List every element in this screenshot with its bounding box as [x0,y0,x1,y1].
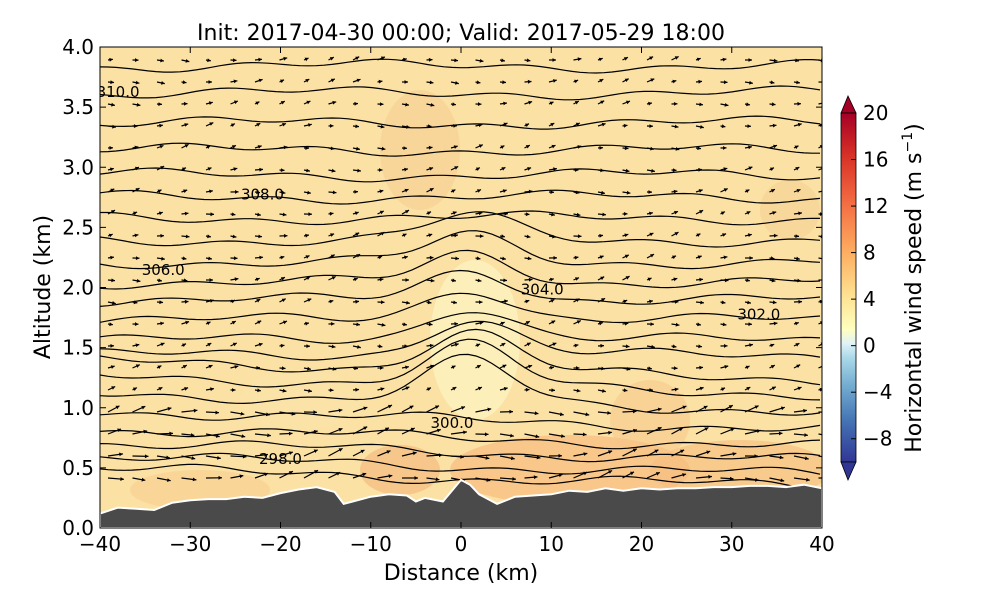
shading-region [240,370,360,430]
colorbar-tick-label: −8 [863,427,892,451]
wind-vector-head [823,278,827,282]
wind-vector-head [828,476,832,480]
wind-vector-head [823,101,827,105]
x-tick-label: 30 [719,532,744,556]
x-tick-label: −10 [350,532,392,556]
y-tick-label: 2.5 [62,215,94,239]
colorbar-extend-max [841,96,856,113]
wind-vector-head [822,80,826,84]
y-tick-label: 3.0 [62,155,94,179]
colorbar-tick-label: 4 [863,287,876,311]
y-axis-label: Altitude (km) [31,215,56,359]
y-tick-label: 4.0 [62,35,94,59]
colorbar-ticks: −8 −4 0 4 8 12 16 20 [851,101,892,451]
colorbar: −8 −4 0 4 8 12 16 20 Horizontal wind speed (m s… [841,96,927,480]
x-tick-label: −20 [259,532,301,556]
plot-area: 310.0 308.0 306.0 304.0 302.0 300.0 298.0 [97,47,835,528]
isentrope-label: 304.0 [521,280,564,298]
wind-vector-head [829,434,833,438]
colorbar-tick-label: −4 [863,380,892,404]
shading-region [760,180,820,240]
x-tick-label: 40 [809,532,834,556]
isentrope-label: 306.0 [142,261,185,279]
shading-region [380,90,460,210]
isentrope-label: 300.0 [430,414,473,432]
y-tick-label: 1.0 [62,396,94,420]
x-axis-label: Distance (km) [384,561,539,586]
isentrope-label: 302.0 [737,306,780,324]
wind-vector [819,412,833,413]
isentrope-label: 310.0 [97,83,140,101]
x-tick-label: 10 [539,532,564,556]
x-tick-label: −30 [169,532,211,556]
x-tick-label: 20 [629,532,654,556]
wind-vector-head [831,456,835,460]
colorbar-tick-label: 20 [863,101,888,125]
isentrope-label: 298.0 [259,450,302,468]
wind-vector-head [823,189,827,193]
colorbar-extend-min [841,462,856,480]
isentrope-label: 308.0 [241,185,284,203]
y-tick-label: 2.0 [62,276,94,300]
y-tick-label: 3.5 [62,95,94,119]
colorbar-tick-label: 12 [863,194,888,218]
colorbar-label: Horizontal wind speed (m s−1) [900,123,927,453]
y-tick-label: 0.5 [62,456,94,480]
colorbar-tick-label: 0 [863,334,876,358]
x-tick-label: 0 [455,532,468,556]
colorbar-tick-label: 16 [863,148,888,172]
y-tick-label: 0.0 [62,516,94,540]
wind-vector-head [829,411,833,415]
y-tick-label: 1.5 [62,336,94,360]
chart-title: Init: 2017-04-30 00:00; Valid: 2017-05-2… [197,21,725,46]
colorbar-tick-label: 8 [863,241,876,265]
colorbar-ramp [841,113,856,462]
